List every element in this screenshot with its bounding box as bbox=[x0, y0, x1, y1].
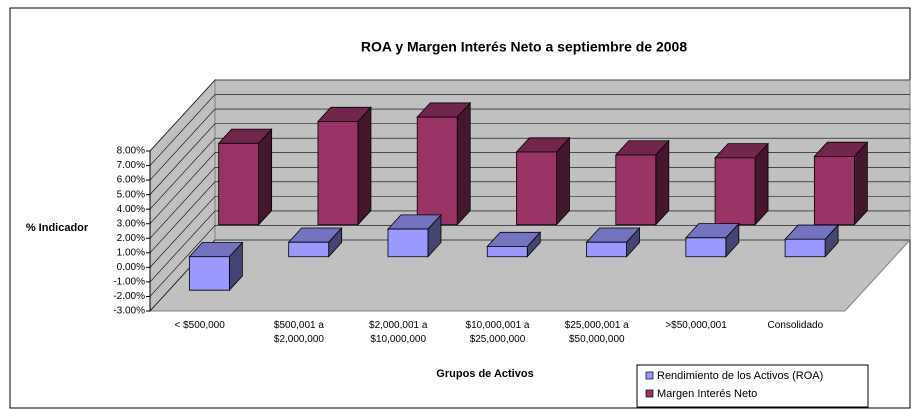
bar bbox=[784, 224, 840, 258]
bar-front bbox=[685, 237, 727, 258]
y-tick-label: 8.00% bbox=[117, 146, 145, 157]
bar bbox=[217, 128, 273, 226]
bar bbox=[287, 226, 343, 258]
y-tick-label: 5.00% bbox=[117, 189, 145, 200]
y-tick-label: 2.00% bbox=[117, 233, 145, 244]
chart-title: ROA y Margen Interés Neto a septiembre d… bbox=[361, 39, 687, 55]
y-tick-label: -3.00% bbox=[113, 306, 145, 317]
grid-line bbox=[149, 137, 910, 210]
bar-side bbox=[258, 128, 273, 226]
y-tick-label: 0.00% bbox=[117, 262, 145, 273]
bar-front bbox=[387, 228, 429, 258]
x-tick-label: $500,001 a $2,000,000 bbox=[274, 320, 324, 345]
grid-line bbox=[149, 225, 910, 297]
x-axis-title: Grupos de Activos bbox=[436, 368, 533, 380]
bar-front bbox=[516, 151, 557, 226]
grid-line bbox=[149, 166, 910, 239]
grid-line bbox=[149, 196, 910, 268]
bar-front bbox=[586, 241, 627, 258]
y-tick-label: 3.00% bbox=[117, 218, 145, 229]
bar bbox=[188, 241, 244, 292]
bar-side bbox=[456, 101, 471, 226]
grid-line bbox=[149, 94, 910, 166]
y-tick-label: 7.00% bbox=[117, 160, 145, 171]
x-tick-label: >$50,000,001 bbox=[665, 320, 727, 331]
legend-swatch bbox=[645, 389, 654, 398]
bar-front bbox=[486, 246, 528, 258]
grid-line bbox=[149, 152, 910, 224]
x-tick-label: $25,000,001 a $50,000,000 bbox=[565, 320, 629, 345]
bar-front bbox=[218, 142, 260, 226]
grid-line bbox=[149, 181, 910, 254]
y-axis-title: % Indicador bbox=[26, 222, 89, 234]
grid-line bbox=[149, 123, 910, 195]
legend-label: Margen Interés Neto bbox=[657, 388, 757, 400]
bar bbox=[515, 136, 571, 226]
bar bbox=[813, 141, 869, 226]
grid-line bbox=[149, 79, 910, 152]
y-tick-label: 1.00% bbox=[117, 247, 145, 258]
y-tick-label: -2.00% bbox=[113, 291, 145, 302]
legend-label: Rendimiento de los Activos (ROA) bbox=[657, 370, 823, 382]
bar-front bbox=[714, 157, 756, 226]
bar-front bbox=[317, 121, 359, 226]
bar bbox=[714, 142, 769, 226]
bar-front bbox=[188, 256, 230, 291]
bar-front bbox=[288, 241, 330, 258]
grid-line bbox=[149, 108, 910, 181]
bar bbox=[317, 106, 372, 226]
bar-side bbox=[357, 106, 372, 226]
bar-front bbox=[784, 238, 826, 258]
bar-front bbox=[416, 116, 458, 226]
bar bbox=[614, 139, 670, 226]
x-tick-label: Consolidado bbox=[768, 320, 824, 331]
bar-side bbox=[556, 136, 570, 226]
bar-front bbox=[813, 155, 855, 226]
y-tick-label: -1.00% bbox=[113, 277, 145, 288]
legend-box bbox=[636, 364, 869, 408]
bar bbox=[486, 231, 542, 258]
y-tick-label: 4.00% bbox=[117, 204, 145, 215]
bar bbox=[387, 213, 442, 258]
bar bbox=[416, 101, 472, 226]
x-tick-label: $10,000,001 a $25,000,000 bbox=[466, 320, 530, 345]
bar bbox=[684, 222, 740, 258]
grid-line bbox=[149, 239, 910, 312]
x-tick-label: < $500,000 bbox=[174, 320, 225, 331]
x-tick-label: $2,000,001 a $10,000,000 bbox=[369, 320, 428, 345]
y-tick-label: 6.00% bbox=[117, 175, 145, 186]
grid-line bbox=[149, 210, 910, 283]
bar bbox=[585, 226, 641, 258]
bar-front bbox=[615, 154, 657, 226]
legend-swatch bbox=[645, 371, 654, 380]
